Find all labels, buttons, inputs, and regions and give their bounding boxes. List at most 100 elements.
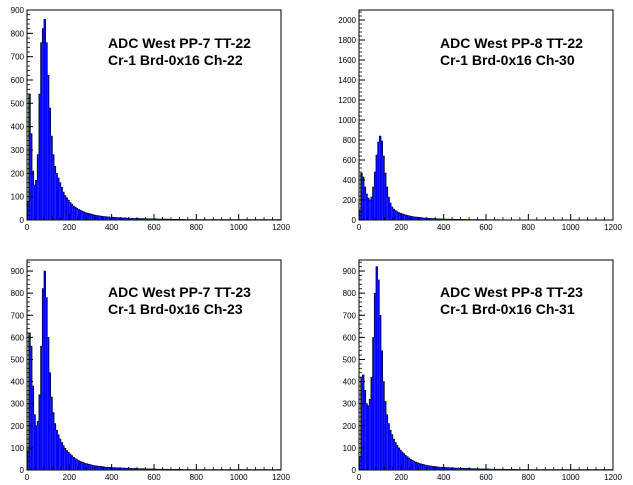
histogram-bars: [27, 19, 281, 221]
histogram-bar: [164, 469, 166, 470]
histogram-bar: [125, 217, 127, 220]
histogram-bar: [182, 219, 185, 220]
x-tick-label: 0: [357, 473, 362, 482]
histogram-bar: [120, 468, 122, 470]
histogram-bar: [116, 217, 119, 220]
histogram-bar: [423, 464, 426, 470]
histogram-bar: [460, 468, 463, 470]
histogram-bar: [418, 463, 420, 470]
histogram-bar: [469, 468, 471, 470]
histogram-bar: [382, 381, 385, 470]
histogram-bar: [104, 216, 107, 220]
y-tick-label: 600: [11, 76, 25, 85]
x-tick-label: 1000: [562, 223, 580, 232]
histogram-title-line: Cr-1 Brd-0x16 Ch-31: [440, 301, 575, 317]
histogram-bar: [40, 42, 43, 220]
histogram-bar: [50, 136, 53, 220]
histogram-bar: [504, 469, 507, 470]
histogram-bar: [381, 350, 383, 470]
histogram-bar: [392, 209, 395, 220]
histogram-bar: [486, 468, 488, 470]
histogram-bar: [76, 208, 78, 220]
histogram-bar: [416, 462, 419, 470]
histogram-bar: [125, 468, 127, 470]
histogram-bar: [160, 219, 163, 220]
histogram-bar: [411, 216, 414, 220]
histogram-bar: [33, 185, 36, 220]
histogram-bar: [87, 464, 90, 470]
y-tick-label: 1800: [338, 36, 356, 45]
histogram-bar: [489, 469, 492, 470]
histogram-bar: [157, 219, 160, 220]
histogram-bar: [111, 467, 114, 470]
histogram-bar: [133, 468, 136, 470]
y-tick-label: 1400: [338, 76, 356, 85]
histogram-bar: [84, 212, 87, 220]
histogram-bar: [137, 218, 139, 220]
x-tick-label: 1200: [272, 223, 290, 232]
histogram-bar: [72, 206, 75, 220]
histogram-bar: [152, 468, 154, 470]
y-tick-label: 300: [11, 146, 25, 155]
histogram-bar: [379, 136, 382, 220]
histogram-bar: [94, 465, 97, 470]
y-tick-label: 800: [343, 289, 357, 298]
histogram-bar: [47, 337, 50, 470]
histogram-bar: [452, 219, 454, 220]
histogram-bar: [150, 468, 153, 470]
histogram-bar: [131, 468, 134, 470]
histogram-bar: [169, 469, 171, 470]
histogram-bar: [145, 468, 148, 470]
histogram-bar: [101, 466, 104, 470]
histogram-bar: [409, 459, 412, 470]
histogram-bar: [470, 468, 473, 470]
x-tick-label: 1000: [230, 473, 248, 482]
histogram-bar: [421, 217, 424, 220]
y-tick-label: 1600: [338, 56, 356, 65]
histogram-bar: [431, 466, 434, 470]
histogram-bar: [360, 173, 363, 220]
histogram-title-line: ADC West PP-7 TT-22: [108, 35, 251, 51]
histogram-bar: [116, 467, 119, 470]
histogram-bar: [155, 469, 158, 470]
histogram-bar: [42, 28, 44, 220]
histogram-bar: [154, 468, 156, 470]
histogram-bar: [99, 216, 102, 220]
y-tick-label: 1200: [338, 96, 356, 105]
histogram-bar: [157, 469, 160, 470]
histogram-bar: [113, 217, 116, 220]
histogram-bar: [367, 198, 370, 220]
histogram-bar: [404, 215, 407, 220]
histogram-bar: [160, 469, 163, 470]
histogram-bar: [441, 467, 444, 470]
x-tick-label: 1200: [604, 473, 622, 482]
histogram-bar: [142, 218, 144, 220]
histogram-bar: [109, 467, 112, 470]
histogram-bar: [413, 216, 415, 220]
plot-frame: [358, 9, 614, 221]
histogram-bar: [93, 465, 95, 470]
histogram-bar: [433, 218, 436, 220]
histogram-bar: [54, 423, 56, 470]
histogram-outline: [26, 270, 281, 470]
histogram-bar: [104, 467, 107, 470]
histogram-bar: [467, 468, 470, 470]
histogram-bar: [436, 218, 439, 220]
histogram-bar: [384, 173, 387, 220]
x-tick-label: 0: [25, 223, 30, 232]
histogram-bar: [472, 468, 475, 470]
histogram-bar: [377, 279, 380, 470]
plot-frame: [26, 259, 282, 471]
histogram-bar: [396, 211, 398, 220]
histogram-bar: [465, 468, 468, 470]
histogram-bar: [411, 460, 414, 470]
histogram-bar: [377, 142, 380, 220]
histogram-bar: [463, 468, 466, 470]
histogram-bar: [396, 445, 398, 470]
x-tick-label: 400: [105, 223, 119, 232]
histogram-bar: [130, 218, 132, 220]
histogram-bar: [79, 210, 82, 220]
histogram-bar: [179, 469, 182, 470]
histogram-bar: [131, 218, 134, 220]
histogram-bar: [172, 469, 175, 470]
